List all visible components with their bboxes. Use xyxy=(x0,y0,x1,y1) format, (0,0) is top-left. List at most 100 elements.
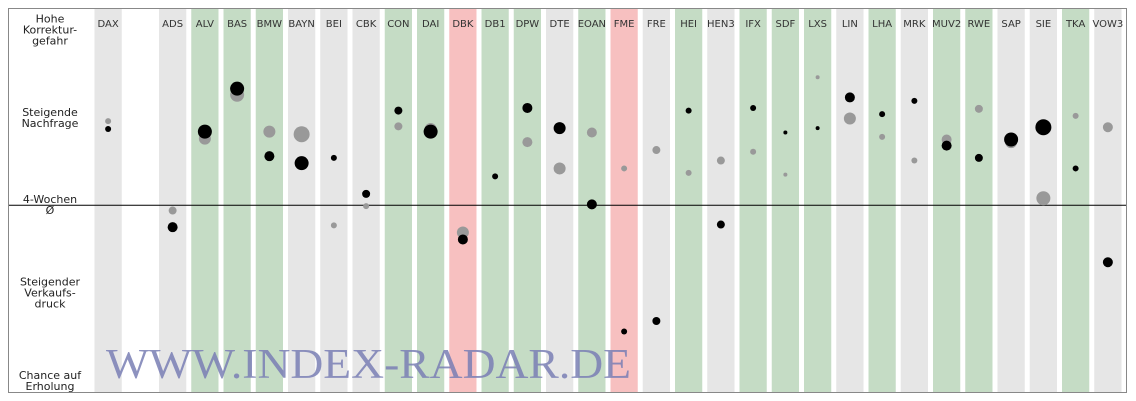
dot xyxy=(553,122,566,135)
dot xyxy=(750,148,757,155)
dot xyxy=(294,156,309,171)
column-band xyxy=(707,8,735,392)
column-label: BEI xyxy=(326,19,342,30)
column-band xyxy=(771,8,799,392)
dot xyxy=(974,153,983,162)
column-band xyxy=(739,8,767,392)
column-band xyxy=(449,8,477,392)
dot xyxy=(815,75,820,80)
column-band xyxy=(804,8,832,392)
dot xyxy=(621,328,628,335)
column-band xyxy=(546,8,574,392)
column-label: BAS xyxy=(227,19,247,30)
column-label: MRK xyxy=(903,19,926,30)
dot xyxy=(1072,165,1079,172)
dot xyxy=(263,125,276,138)
column-band xyxy=(836,8,864,392)
column-band xyxy=(288,8,316,392)
column-band xyxy=(255,8,283,392)
dot xyxy=(586,127,597,138)
column-label: ADS xyxy=(162,19,183,30)
column-label: SIE xyxy=(1036,19,1052,30)
dot xyxy=(974,104,983,113)
column-band xyxy=(159,8,187,392)
column-label: FME xyxy=(614,19,635,30)
column-label: ALV xyxy=(196,19,214,30)
column-label: SDF xyxy=(775,19,795,30)
dot xyxy=(456,226,469,239)
column-label: LHA xyxy=(872,19,892,30)
dot xyxy=(685,169,692,176)
column-label: MUV2 xyxy=(932,19,961,30)
dot xyxy=(105,118,112,125)
y-tick-label: Hohe Korrektur- gefahr xyxy=(22,12,78,48)
dot xyxy=(750,104,757,111)
column-band xyxy=(675,8,703,392)
dot xyxy=(1004,132,1019,147)
dot xyxy=(716,220,725,229)
dot xyxy=(522,137,533,148)
column-label: EOAN xyxy=(578,19,606,30)
y-tick-label: Steigender Verkaufs- druck xyxy=(19,275,81,311)
column-band xyxy=(384,8,412,392)
dot xyxy=(783,172,788,177)
dot xyxy=(167,222,178,233)
column-label: DTE xyxy=(550,19,570,30)
column-band xyxy=(417,8,445,392)
column-band xyxy=(94,8,122,392)
dot xyxy=(1072,112,1079,119)
column-label: CBK xyxy=(356,19,377,30)
dot xyxy=(492,173,499,180)
dot xyxy=(168,206,177,215)
dot xyxy=(1035,119,1052,136)
column-label: LIN xyxy=(842,19,858,30)
dot xyxy=(394,122,403,131)
dot xyxy=(423,124,438,139)
dot xyxy=(685,107,692,114)
column-label: BMW xyxy=(257,19,282,30)
dot xyxy=(586,199,597,210)
dot xyxy=(363,203,370,210)
column-band xyxy=(997,8,1025,392)
dot xyxy=(330,154,337,161)
column-band xyxy=(610,8,638,392)
column-label: HEI xyxy=(680,19,697,30)
column-band xyxy=(900,8,928,392)
dot xyxy=(457,234,468,245)
column-band xyxy=(320,8,348,392)
dot xyxy=(105,125,112,132)
dot xyxy=(394,106,403,115)
dot xyxy=(652,146,661,155)
column-label: DPW xyxy=(516,19,540,30)
column-band xyxy=(868,8,896,392)
dot xyxy=(941,140,952,151)
dot xyxy=(879,133,886,140)
column-label: SAP xyxy=(1001,19,1020,30)
column-label: RWE xyxy=(968,19,991,30)
dot xyxy=(621,165,628,172)
dot xyxy=(844,92,855,103)
column-band xyxy=(223,8,251,392)
column-label: CON xyxy=(387,19,409,30)
column-label: DAX xyxy=(98,19,119,30)
dot xyxy=(1036,191,1051,206)
column-band xyxy=(1094,8,1122,392)
column-band xyxy=(513,8,541,392)
dot xyxy=(1102,257,1113,268)
dot xyxy=(879,111,886,118)
dot xyxy=(264,151,275,162)
column-label: TKA xyxy=(1065,19,1085,30)
y-tick-label: Steigende Nachfrage xyxy=(21,105,79,130)
watermark: WWW.INDEX-RADAR.DE xyxy=(106,342,631,388)
column-band xyxy=(481,8,509,392)
column-label: IFX xyxy=(745,19,761,30)
column-label: DBK xyxy=(452,19,474,30)
dot xyxy=(716,156,725,165)
column-band xyxy=(933,8,961,392)
column-label: HEN3 xyxy=(707,19,735,30)
dot xyxy=(1102,122,1113,133)
dot xyxy=(815,126,820,131)
column-label: LXS xyxy=(808,19,827,30)
dot xyxy=(230,81,245,96)
